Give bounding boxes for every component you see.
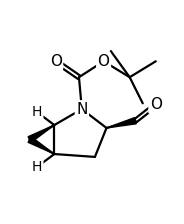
Text: H: H [32,160,42,174]
Text: O: O [50,54,62,69]
Text: H: H [32,105,42,119]
Polygon shape [28,137,54,154]
Text: N: N [76,102,88,117]
Text: O: O [150,97,162,112]
Text: O: O [98,54,110,69]
Polygon shape [107,118,136,128]
Polygon shape [28,125,54,142]
